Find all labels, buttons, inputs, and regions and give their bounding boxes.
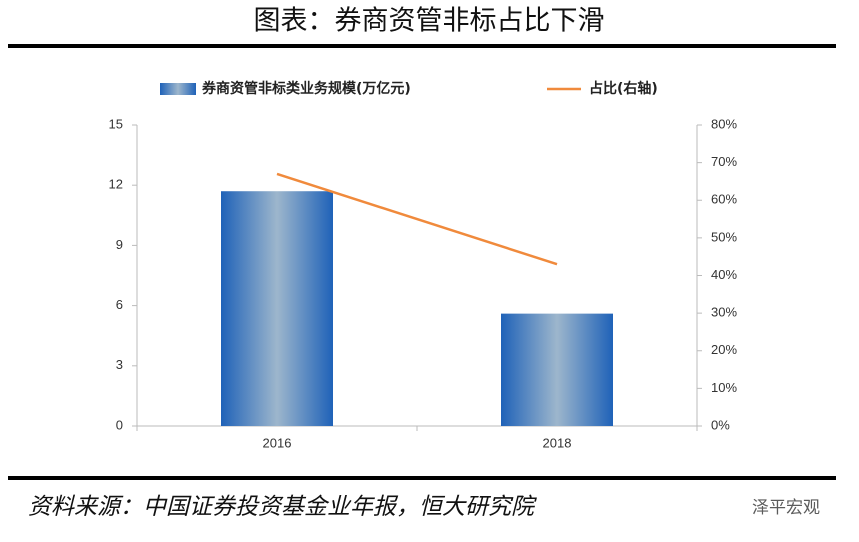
bottom-rule — [8, 476, 836, 480]
y-tick-label: 9 — [116, 237, 123, 252]
y2-tick-label: 60% — [711, 192, 737, 207]
y2-tick-label: 0% — [711, 417, 730, 432]
y2-tick-label: 20% — [711, 342, 737, 357]
x-tick-label: 2018 — [543, 435, 572, 450]
y-tick-label: 6 — [116, 297, 123, 312]
y2-tick-label: 10% — [711, 380, 737, 395]
bar — [221, 191, 333, 426]
source-note: 资料来源：中国证券投资基金业年报，恒大研究院 — [28, 494, 537, 520]
y-tick-label: 3 — [116, 357, 123, 372]
legend-swatch — [160, 83, 196, 95]
y2-tick-label: 50% — [711, 229, 737, 244]
top-rule — [8, 44, 836, 48]
y2-tick-label: 80% — [711, 116, 737, 131]
line — [276, 172, 558, 266]
x-tick-label: 2016 — [263, 435, 292, 450]
y-tick-label: 12 — [109, 177, 123, 192]
chart-title: 图表：券商资管非标占比下滑 — [254, 6, 605, 37]
legend-label: 券商资管非标类业务规模(万亿元) — [202, 80, 411, 97]
legend-label: 占比(右轴) — [589, 80, 658, 97]
bar — [501, 313, 613, 426]
y2-tick-label: 40% — [711, 267, 737, 282]
y-tick-label: 15 — [109, 116, 123, 131]
watermark: 泽平宏观 — [752, 498, 820, 518]
y2-tick-label: 30% — [711, 305, 737, 320]
y-tick-label: 0 — [116, 417, 123, 432]
y2-tick-label: 70% — [711, 154, 737, 169]
